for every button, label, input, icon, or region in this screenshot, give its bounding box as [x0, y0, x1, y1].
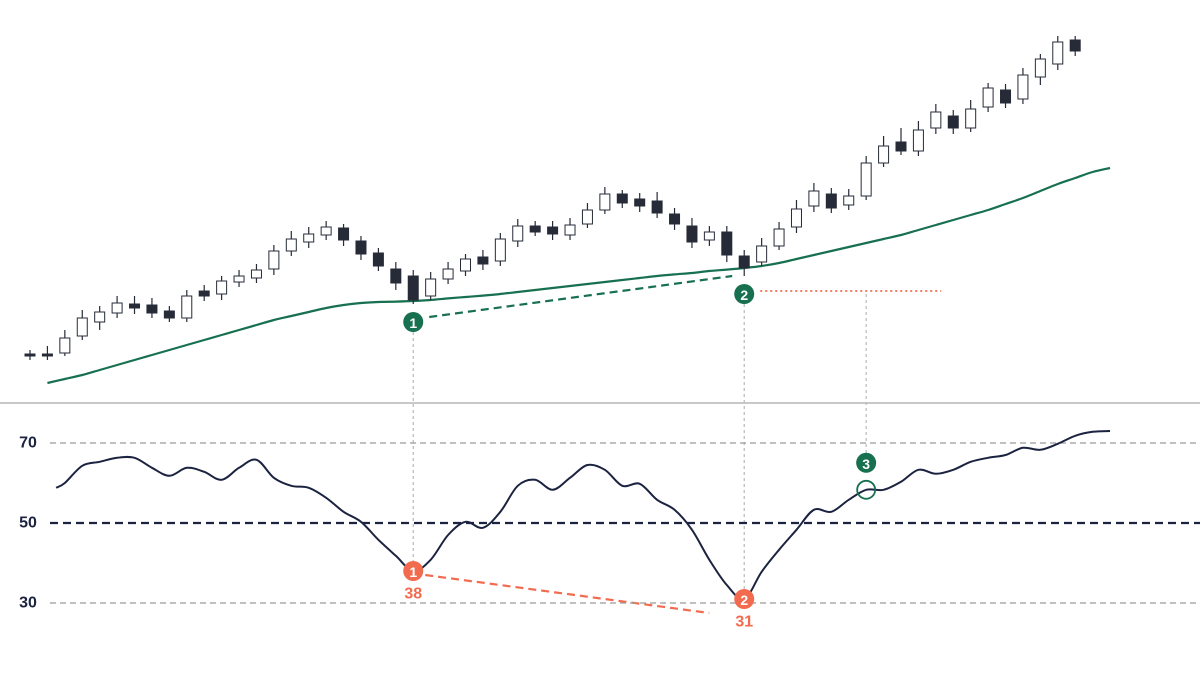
candle-body [790, 208, 802, 228]
candle-body [965, 108, 977, 129]
candle-body [390, 268, 402, 284]
candle-body [494, 238, 506, 262]
candle-body [1000, 89, 1012, 104]
candle-body [24, 353, 36, 357]
y-tick-label: 70 [19, 435, 37, 452]
trend-line [429, 274, 733, 319]
candle-body [773, 228, 785, 247]
candle-body [564, 224, 576, 236]
candle-body [1034, 58, 1046, 78]
candle-body [651, 200, 663, 214]
candle-body [895, 141, 907, 152]
y-tick-label: 50 [19, 515, 37, 532]
candle-body [1017, 74, 1029, 100]
candle-body [477, 256, 489, 265]
signal-point [856, 479, 877, 500]
candle-body [338, 227, 350, 241]
marker-label: 1 [409, 564, 417, 580]
candle-body [129, 303, 141, 309]
candle-body [76, 317, 88, 337]
candle-body [146, 304, 158, 314]
candle-body [111, 302, 123, 314]
candle-body [686, 225, 698, 243]
candle-body [912, 129, 924, 152]
marker-badge [403, 312, 424, 332]
candle-body [407, 275, 419, 301]
line-series [55, 430, 1111, 601]
candle-body [512, 225, 524, 242]
marker-label: 1 [409, 315, 417, 331]
marker-badge [734, 284, 755, 304]
candle-body [41, 353, 53, 357]
marker-badge [403, 561, 424, 581]
candle-body [860, 162, 872, 197]
candle-body [669, 213, 681, 225]
y-tick-label: 30 [19, 595, 37, 612]
marker-label: 2 [740, 287, 748, 303]
candle-body [233, 275, 245, 283]
candle-body [442, 268, 454, 280]
value-label: 31 [735, 614, 753, 631]
divergence-line [425, 573, 710, 615]
candle-body [59, 337, 71, 354]
candle-body [721, 231, 733, 256]
candle-body [703, 231, 715, 241]
marker-badge [856, 452, 877, 473]
marker-label: 2 [740, 592, 748, 608]
candle-body [581, 209, 593, 225]
candle-body [634, 198, 646, 207]
candle-body [303, 233, 315, 243]
candle-body [94, 311, 106, 323]
candle-body [982, 87, 994, 108]
candle-body [198, 290, 210, 297]
line-series [47, 166, 1111, 385]
candle-body [163, 310, 175, 319]
candle-body [460, 258, 471, 272]
candle-body [1052, 41, 1064, 65]
candle-body [756, 245, 768, 263]
candle-body [372, 252, 384, 267]
candle-body [599, 193, 611, 211]
candle-body [930, 111, 942, 129]
candle-body [425, 278, 437, 297]
candle-body [947, 115, 959, 129]
candle-body [825, 193, 837, 209]
candle-body [355, 240, 367, 255]
connectors [412, 274, 942, 615]
candle-body [843, 195, 855, 206]
candle-body [250, 269, 262, 279]
candle-body [181, 295, 193, 319]
candle-body [285, 238, 297, 252]
candle-body [1069, 39, 1081, 52]
candle-body [320, 226, 332, 236]
value-label: 38 [404, 586, 422, 603]
candle-body [547, 226, 559, 235]
candle-body [738, 255, 750, 269]
marker-badge [734, 589, 755, 609]
marker-label: 3 [862, 456, 870, 472]
candle-body [216, 280, 228, 295]
candle-body [529, 225, 541, 233]
candle-body [268, 250, 280, 270]
candle-body [808, 190, 820, 207]
candle-body [616, 193, 628, 204]
candle-body [878, 145, 890, 164]
